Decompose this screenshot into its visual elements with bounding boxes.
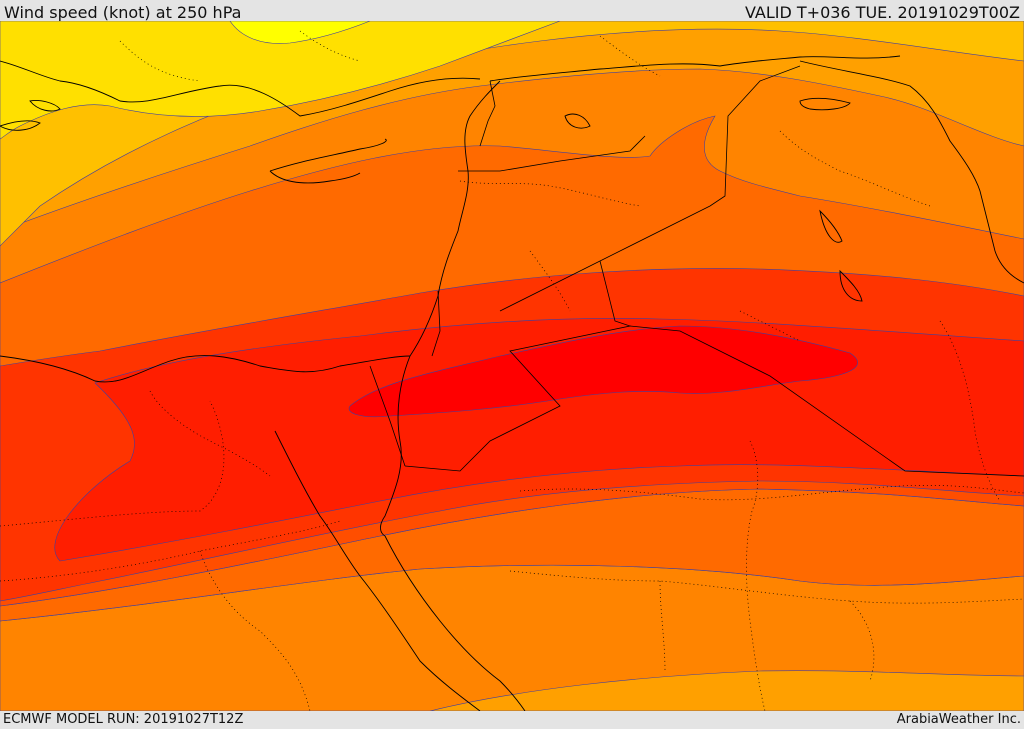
- band-north-5: [0, 21, 561, 140]
- wind-speed-map[interactable]: [0, 21, 1024, 711]
- model-run: ECMWF MODEL RUN: 20191027T12Z: [3, 712, 244, 727]
- footer-bar: ECMWF MODEL RUN: 20191027T12Z ArabiaWeat…: [0, 711, 1024, 729]
- map-title: Wind speed (knot) at 250 hPa: [4, 3, 242, 22]
- header-bar: Wind speed (knot) at 250 hPa VALID T+036…: [0, 0, 1024, 22]
- admin-borders: [0, 30, 1024, 711]
- credit: ArabiaWeather Inc.: [896, 712, 1021, 727]
- band-north-6: [229, 21, 371, 44]
- country-borders: [369, 65, 1024, 477]
- coastlines: [0, 55, 1024, 711]
- valid-time: VALID T+036 TUE. 20191029T00Z: [744, 3, 1020, 22]
- band-south-lighter: [429, 670, 1024, 711]
- band-jet-core: [348, 325, 858, 418]
